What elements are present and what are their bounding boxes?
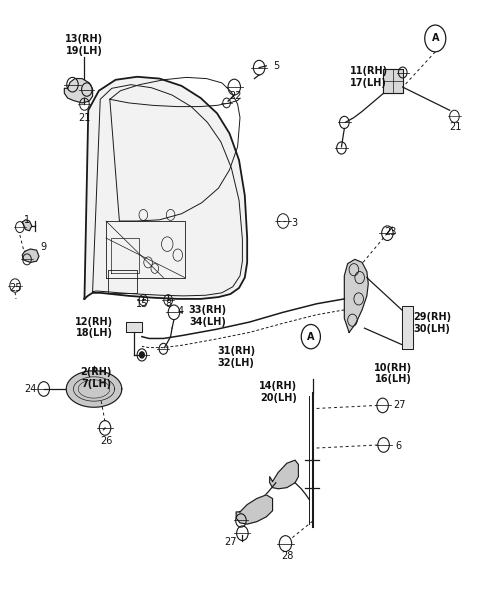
Text: 9: 9 [40, 242, 46, 252]
Polygon shape [383, 69, 403, 93]
Text: 3: 3 [292, 218, 298, 228]
Polygon shape [270, 460, 299, 489]
Text: 22: 22 [229, 91, 241, 101]
Text: 23: 23 [384, 227, 397, 237]
Text: 21: 21 [449, 123, 462, 132]
Text: 24: 24 [24, 384, 36, 394]
Polygon shape [402, 306, 413, 349]
Text: A: A [307, 332, 314, 342]
Polygon shape [236, 495, 273, 524]
Polygon shape [126, 322, 142, 332]
Text: 8: 8 [165, 299, 171, 309]
Text: 27: 27 [393, 400, 406, 411]
Polygon shape [22, 220, 32, 231]
Text: 11(RH)
17(LH): 11(RH) 17(LH) [350, 66, 388, 88]
Text: 28: 28 [282, 551, 294, 561]
Circle shape [140, 352, 144, 358]
Text: 15: 15 [136, 299, 148, 309]
Text: 13(RH)
19(LH): 13(RH) 19(LH) [65, 34, 104, 56]
Text: 5: 5 [274, 61, 280, 71]
Text: 27: 27 [224, 537, 237, 548]
Polygon shape [84, 77, 247, 299]
Text: 26: 26 [100, 436, 112, 446]
Text: 31(RH)
32(LH): 31(RH) 32(LH) [217, 346, 255, 368]
Polygon shape [22, 249, 39, 262]
Text: A: A [432, 34, 439, 43]
Text: 4: 4 [178, 306, 184, 316]
Text: 12(RH)
18(LH): 12(RH) 18(LH) [75, 317, 113, 339]
Text: 21: 21 [78, 113, 91, 123]
Text: 14(RH)
20(LH): 14(RH) 20(LH) [259, 381, 297, 403]
Text: 10(RH)
16(LH): 10(RH) 16(LH) [374, 363, 412, 384]
Text: 33(RH)
34(LH): 33(RH) 34(LH) [189, 305, 227, 327]
Text: 1: 1 [24, 215, 30, 225]
Polygon shape [344, 259, 368, 332]
Polygon shape [64, 79, 93, 103]
Text: 25: 25 [9, 283, 22, 293]
Polygon shape [66, 371, 122, 407]
Text: 29(RH)
30(LH): 29(RH) 30(LH) [413, 312, 451, 334]
Text: 6: 6 [396, 441, 402, 451]
Text: 2(RH)
7(LH): 2(RH) 7(LH) [81, 367, 112, 389]
